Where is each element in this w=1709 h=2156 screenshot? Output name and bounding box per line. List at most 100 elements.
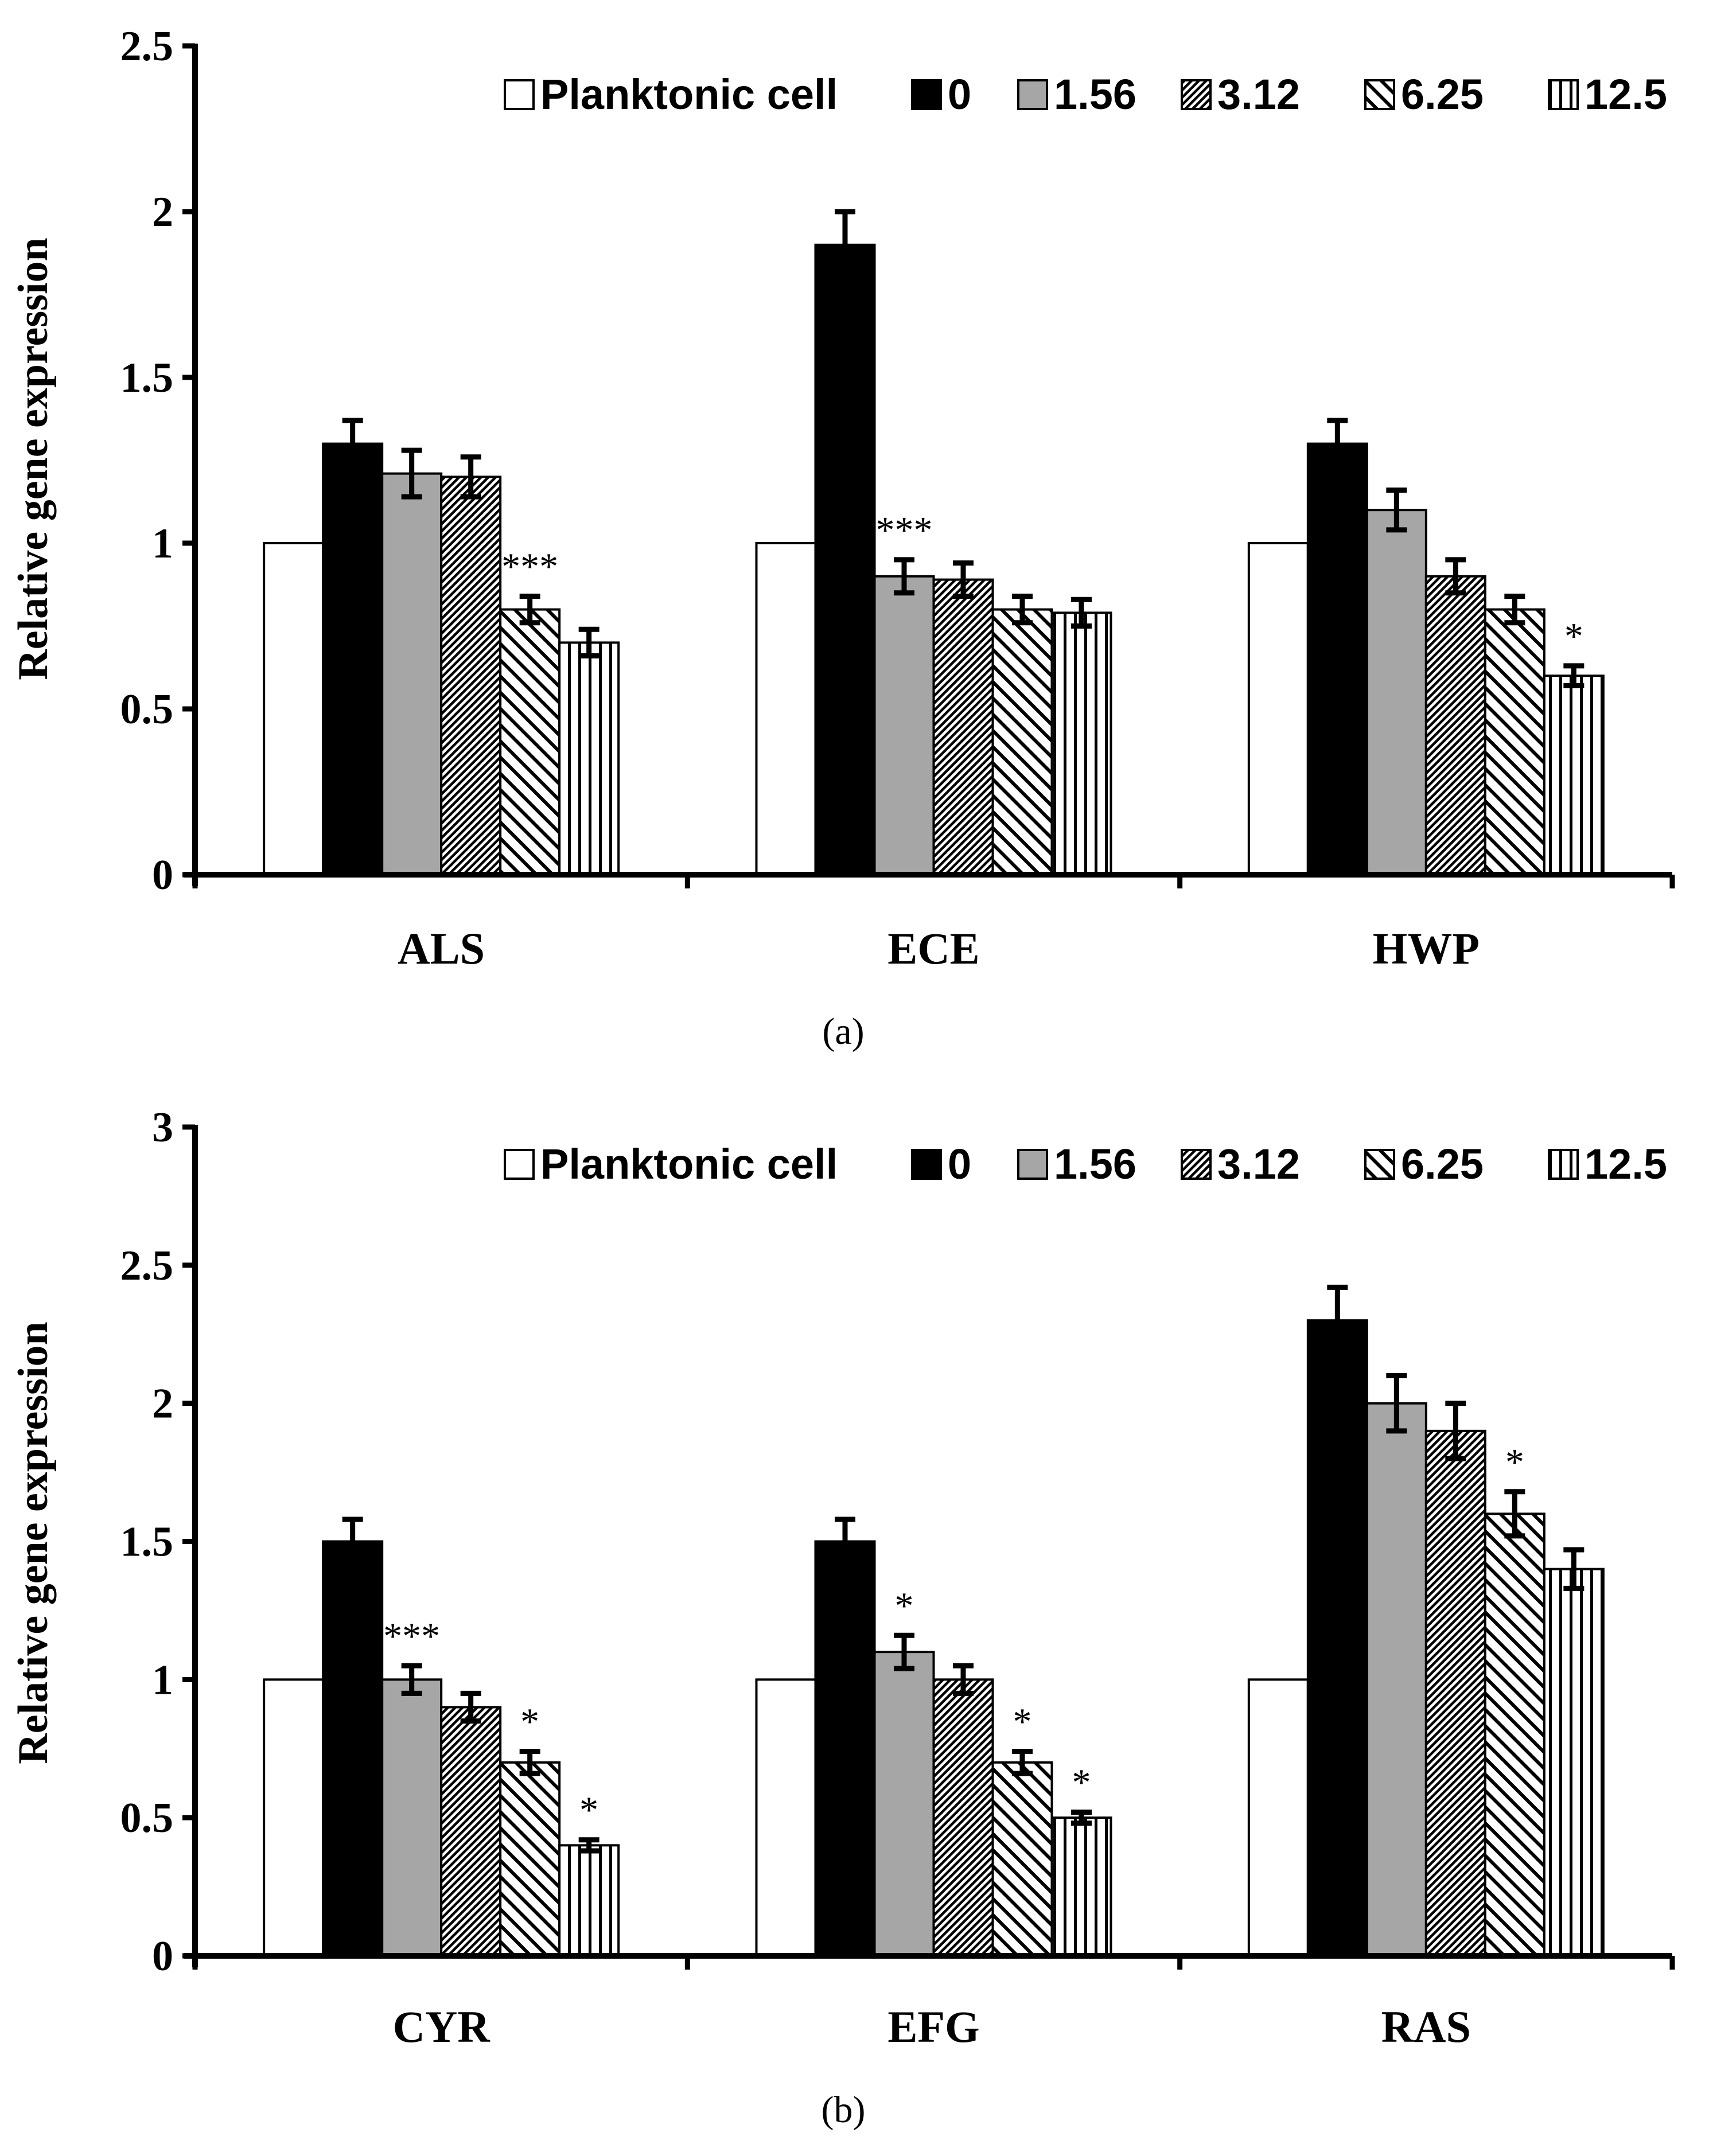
bar	[755, 542, 817, 876]
y-tick-label: 1	[152, 1656, 173, 1703]
y-tick-label: 1.5	[120, 1519, 174, 1566]
bar	[932, 1678, 994, 1957]
bar	[558, 641, 620, 876]
legend-item: 6.25	[1364, 71, 1484, 118]
bar	[322, 442, 384, 876]
legend-swatch	[1181, 79, 1212, 110]
legend-label: 1.56	[1054, 1140, 1136, 1188]
bar	[381, 1678, 443, 1957]
bar	[499, 1761, 561, 1957]
significance-label: *	[1072, 1762, 1091, 1804]
series-1	[322, 209, 1368, 876]
bar	[1306, 442, 1368, 876]
y-tick-label: 2.5	[120, 23, 174, 70]
bar	[755, 1678, 817, 1957]
series-0	[263, 1678, 1309, 1957]
legend-item: 12.5	[1548, 1140, 1667, 1188]
significance-label: ***	[876, 509, 933, 551]
significance-label: *	[1564, 615, 1583, 657]
series-2: ***	[381, 447, 1427, 876]
y-tick-label: 3	[152, 1104, 173, 1151]
legend-swatch	[1548, 1149, 1579, 1180]
y-tick-label: 0.5	[120, 686, 174, 733]
series-2: ****	[381, 1373, 1427, 1958]
category-label: EFG	[887, 2002, 979, 2052]
legend-swatch	[911, 79, 942, 110]
bar	[1365, 1402, 1427, 1958]
bar	[873, 575, 935, 876]
category-label: CYR	[393, 2002, 491, 2052]
bar	[1484, 1512, 1546, 1957]
legend-item: 12.5	[1548, 71, 1667, 118]
legend-item: 3.12	[1181, 1140, 1300, 1188]
bar	[873, 1651, 935, 1958]
legend-label: Planktonic cell	[540, 71, 838, 118]
legend-swatch	[911, 1149, 942, 1180]
bar	[814, 243, 876, 876]
significance-label: *	[520, 1701, 539, 1743]
significance-label: ***	[383, 1615, 440, 1657]
significance-label: *	[1013, 1701, 1032, 1743]
legend-item: 0	[911, 71, 971, 118]
series-5: *	[558, 596, 1605, 876]
series-0	[263, 542, 1309, 876]
category-label: ECE	[887, 923, 979, 973]
bar	[440, 1706, 502, 1957]
panel-label: (b)	[822, 2089, 866, 2131]
legend-swatch	[1548, 79, 1579, 110]
y-axis-title: Relative gene expression	[10, 237, 57, 680]
bar	[558, 1844, 620, 1957]
significance-label: *	[1505, 1441, 1524, 1483]
legend-swatch	[504, 79, 535, 110]
bar	[1424, 575, 1486, 876]
bar	[499, 608, 561, 876]
legend-item: Planktonic cell	[504, 71, 838, 118]
legend-label: 3.12	[1217, 1140, 1300, 1188]
legend-item: 6.25	[1364, 1140, 1484, 1188]
legend-label: Planktonic cell	[540, 1140, 838, 1188]
legend-label: 6.25	[1401, 1140, 1484, 1188]
series-3	[440, 454, 1486, 876]
bar	[322, 1540, 384, 1957]
series-3	[440, 1401, 1486, 1957]
bar	[814, 1540, 876, 1957]
legend-swatch	[1181, 1149, 1212, 1180]
legend-swatch	[504, 1149, 535, 1180]
y-tick-label: 0	[152, 852, 173, 899]
legend-label: 6.25	[1401, 71, 1484, 118]
y-tick-label: 1.5	[120, 354, 174, 401]
legend-item: 1.56	[1017, 1140, 1136, 1188]
bar	[381, 472, 443, 876]
bar	[263, 542, 325, 876]
y-tick-label: 2.5	[120, 1242, 174, 1289]
legend-swatch	[1364, 79, 1395, 110]
legend-swatch	[1017, 79, 1048, 110]
legend-label: 3.12	[1217, 71, 1300, 118]
y-tick-label: 2	[152, 189, 173, 236]
y-tick-label: 0	[152, 1933, 173, 1980]
legend-label: 1.56	[1054, 71, 1136, 118]
legend-item: 0	[911, 1140, 971, 1188]
bar	[1543, 1568, 1605, 1958]
bar	[1050, 611, 1112, 876]
legend-item: 3.12	[1181, 71, 1300, 118]
bar	[1424, 1429, 1486, 1957]
significance-label: *	[579, 1789, 598, 1831]
bar	[991, 1761, 1053, 1957]
legend: Planktonic cell 0 1.56 3.12 6.25 12.5	[504, 71, 1667, 118]
bar	[263, 1678, 325, 1957]
legend-item: Planktonic cell	[504, 1140, 838, 1188]
series-5: **	[558, 1547, 1605, 1958]
bar	[991, 608, 1053, 876]
bar	[1050, 1816, 1112, 1958]
legend-label: 12.5	[1585, 1140, 1667, 1188]
bar	[1484, 608, 1546, 876]
panel-label: (a)	[822, 1011, 864, 1052]
bar	[440, 475, 502, 876]
legend-item: 1.56	[1017, 71, 1136, 118]
bar	[1306, 1319, 1368, 1958]
category-label: RAS	[1381, 2002, 1471, 2052]
legend: Planktonic cell 0 1.56 3.12 6.25 12.5	[504, 1140, 1667, 1188]
